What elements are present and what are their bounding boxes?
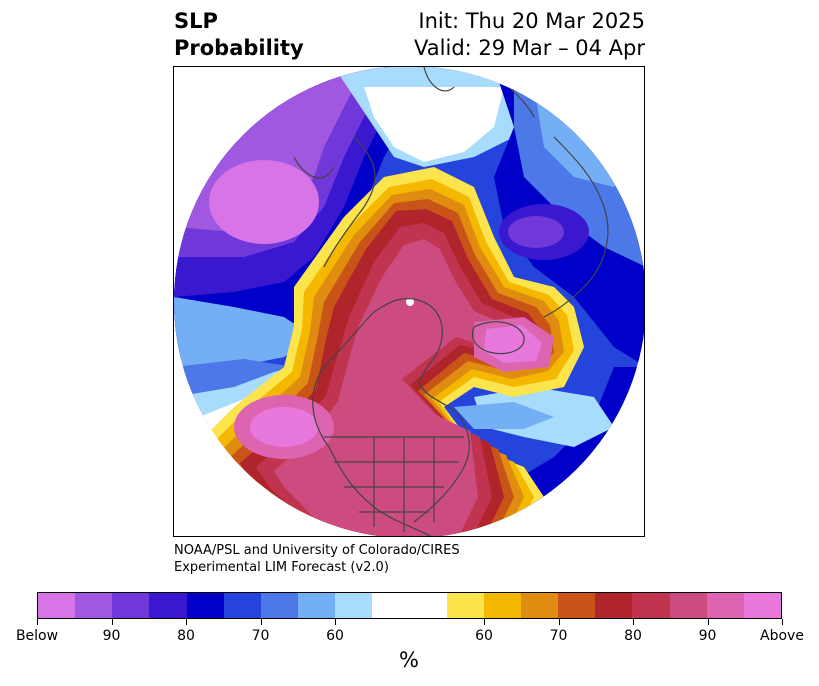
colorbar-tick-label: 70: [549, 628, 568, 644]
colorbar-segment-above-2: [521, 593, 559, 618]
map-panel: [173, 66, 645, 537]
colorbar-tick: [707, 619, 709, 625]
colorbar-segment-below-6: [260, 593, 299, 618]
credit-line-2: Experimental LIM Forecast (v2.0): [174, 560, 389, 575]
colorbar-tick: [36, 619, 38, 625]
forecast-dates: Init: Thu 20 Mar 2025 Valid: 29 Mar – 04…: [414, 8, 645, 62]
colorbar-tick: [781, 619, 783, 625]
valid-dates: Valid: 29 Mar – 04 Apr: [414, 36, 645, 60]
colorbar-segment-above-0: [446, 593, 484, 618]
colorbar-tick: [260, 619, 262, 625]
colorbar-tick: [483, 619, 485, 625]
colorbar-tick-label: 90: [698, 628, 717, 644]
title-quantity: Probability: [174, 36, 304, 60]
colorbar-tick-label: 70: [251, 628, 270, 644]
above-peak-pacific: [250, 407, 318, 447]
colorbar-segment-below-5: [223, 593, 261, 618]
north-pole-marker: [406, 298, 414, 306]
probability-map: [174, 67, 644, 536]
colorbar-segment-neutral: [372, 593, 447, 618]
colorbar-segment-below-3: [149, 593, 187, 618]
colorbar-tick: [111, 619, 113, 625]
colorbar-segment-below-1: [75, 593, 113, 618]
colorbar-units: %: [399, 648, 419, 672]
colorbar-segment-above-4: [595, 593, 633, 618]
colorbar-tick-label: 80: [624, 628, 642, 644]
data-credit: NOAA/PSL and University of Colorado/CIRE…: [174, 542, 460, 576]
colorbar-segment-above-5: [632, 593, 670, 618]
colorbar-segment-below-0: [38, 593, 76, 618]
colorbar-tick-label: 60: [326, 628, 344, 644]
colorbar-tick-label: Below: [15, 628, 59, 644]
colorbar-segment-above-3: [558, 593, 596, 618]
colorbar-segment-below-4: [186, 593, 224, 618]
colorbar-tick: [334, 619, 336, 625]
colorbar-segment-below-2: [112, 593, 150, 618]
colorbar-segment-below-7: [298, 593, 336, 618]
below-peak-pacific: [209, 160, 319, 244]
colorbar-tick-label: 90: [102, 628, 121, 644]
colorbar-segment-above-6: [669, 593, 707, 618]
colorbar: [37, 592, 782, 619]
colorbar-tick-label: 80: [177, 628, 195, 644]
map-title: SLP Probability: [174, 8, 304, 62]
credit-line-1: NOAA/PSL and University of Colorado/CIRE…: [174, 543, 460, 558]
colorbar-segment-above-8: [743, 593, 782, 618]
colorbar-segment-below-8: [335, 593, 373, 618]
colorbar-tick: [632, 619, 634, 625]
init-date: Init: Thu 20 Mar 2025: [418, 9, 645, 33]
colorbar-segment-above-7: [706, 593, 744, 618]
colorbar-tick-label: Above: [760, 628, 804, 644]
probability-field: [174, 67, 644, 536]
title-variable: SLP: [174, 9, 218, 33]
colorbar-tick: [558, 619, 560, 625]
colorbar-segment-above-1: [483, 593, 522, 618]
colorbar-tick: [185, 619, 187, 625]
colorbar-tick-label: 60: [475, 628, 493, 644]
